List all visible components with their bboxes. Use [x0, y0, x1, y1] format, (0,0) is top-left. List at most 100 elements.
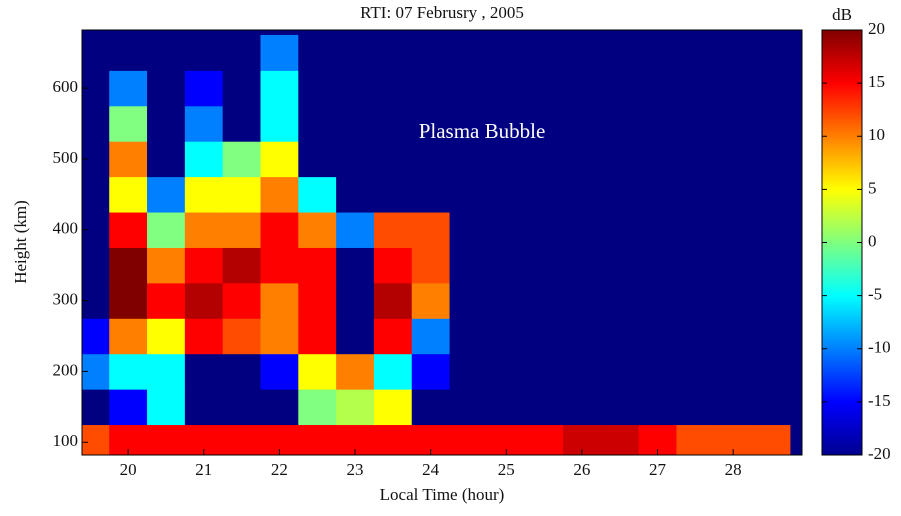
heatmap-cell: [82, 389, 110, 426]
heatmap-cell: [411, 34, 451, 71]
heatmap-cell: [298, 282, 337, 319]
heatmap-cell: [109, 212, 148, 248]
heatmap-cell: [752, 424, 791, 455]
heatmap-cell: [752, 318, 791, 355]
heatmap-cell: [373, 105, 413, 142]
colorbar-tick-label: 0: [868, 231, 877, 250]
heatmap-cell: [298, 34, 337, 71]
heatmap-cell: [638, 105, 677, 142]
heatmap-cell: [563, 105, 602, 142]
heatmap-cell: [184, 282, 224, 319]
heatmap-cell: [336, 34, 375, 71]
heatmap-cell: [298, 212, 337, 248]
heatmap-cell: [298, 389, 337, 426]
heatmap-cell: [109, 389, 148, 426]
heatmap-cell: [638, 34, 677, 71]
heatmap-cell: [184, 105, 224, 142]
heatmap-cell: [82, 176, 110, 213]
heatmap-cell: [525, 318, 564, 355]
heatmap-cell: [336, 105, 375, 142]
heatmap-cell: [298, 424, 337, 455]
heatmap-cell: [373, 70, 413, 107]
annotation: Plasma Bubble: [419, 119, 546, 143]
heatmap-cell: [714, 34, 753, 71]
heatmap-cell: [600, 141, 640, 178]
heatmap-cell: [222, 34, 261, 71]
heatmap-cell: [298, 141, 337, 178]
heatmap-cell: [487, 353, 526, 390]
heatmap-cell: [714, 212, 753, 248]
heatmap-cell: [600, 282, 640, 319]
x-tick-label: 23: [347, 460, 364, 479]
heatmap-cell: [714, 282, 753, 319]
heatmap-cell: [638, 70, 677, 107]
heatmap-cell: [373, 212, 413, 248]
heatmap-cell: [449, 212, 488, 248]
heatmap-cell: [449, 318, 488, 355]
heatmap-cell: [373, 318, 413, 355]
heatmap-cell: [411, 212, 451, 248]
heatmap-cell: [487, 176, 526, 213]
heatmap-cell: [184, 247, 224, 284]
heatmap-cell: [147, 282, 186, 319]
heatmap-cell: [411, 318, 451, 355]
heatmap-cell: [563, 247, 602, 284]
heatmap-cell: [260, 105, 299, 142]
heatmap-cell: [449, 34, 488, 71]
heatmap-cell: [336, 176, 375, 213]
heatmap-cell: [222, 105, 261, 142]
heatmap-cell: [449, 389, 488, 426]
heatmap-cell: [449, 353, 488, 390]
heatmap-cell: [449, 282, 488, 319]
heatmap-cell: [147, 34, 186, 71]
heatmap-cell: [373, 247, 413, 284]
heatmap-cell: [147, 353, 186, 390]
heatmap-cell: [373, 389, 413, 426]
heatmap-cell: [222, 318, 261, 355]
heatmap-cell: [298, 353, 337, 390]
heatmap-cell: [714, 176, 753, 213]
heatmap-cell: [525, 247, 564, 284]
heatmap-cell: [222, 424, 261, 455]
colorbar-label: dB: [832, 5, 852, 24]
heatmap-cell: [600, 176, 640, 213]
heatmap-cell: [487, 70, 526, 107]
heatmap-cell: [373, 34, 413, 71]
heatmap-cell: [260, 176, 299, 213]
heatmap-cell: [600, 34, 640, 71]
plot-frame: [81, 29, 803, 456]
x-tick-label: 24: [422, 460, 440, 479]
heatmap-cell: [82, 318, 110, 355]
heatmap-cell: [487, 212, 526, 248]
heatmap-cell: [600, 105, 640, 142]
heatmap-cell: [222, 282, 261, 319]
heatmap-cell: [336, 282, 375, 319]
heatmap-cell: [563, 212, 602, 248]
heatmap-cell: [222, 389, 261, 426]
heatmap-cell: [525, 353, 564, 390]
heatmap-cell: [109, 176, 148, 213]
heatmap-cell: [260, 141, 299, 178]
heatmap-cell: [676, 389, 715, 426]
heatmap-cell: [752, 212, 791, 248]
heatmap-cell: [563, 318, 602, 355]
heatmap-cell: [260, 282, 299, 319]
x-tick-label: 20: [120, 460, 137, 479]
heatmap: [82, 30, 802, 455]
heatmap-cell: [676, 34, 715, 71]
heatmap-cell: [298, 247, 337, 284]
heatmap-cell: [449, 247, 488, 284]
heatmap-cell: [336, 318, 375, 355]
heatmap-cell: [525, 34, 564, 71]
heatmap-cell: [525, 105, 564, 142]
colorbar-tick-label: 10: [868, 125, 885, 144]
heatmap-cell: [676, 282, 715, 319]
colorbar-tick-label: -10: [868, 338, 891, 357]
heatmap-cell: [373, 141, 413, 178]
heatmap-cell: [336, 247, 375, 284]
heatmap-cell: [752, 247, 791, 284]
heatmap-cell: [109, 247, 148, 284]
heatmap-cell: [600, 353, 640, 390]
heatmap-cell: [373, 353, 413, 390]
